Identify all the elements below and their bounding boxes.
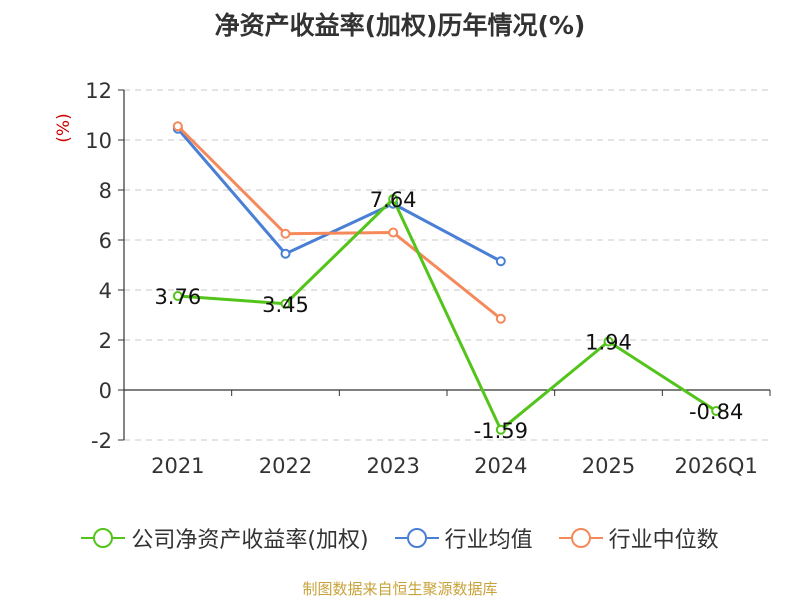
legend-item: 公司净资产收益率(加权) — [81, 522, 369, 554]
data-point — [172, 121, 183, 132]
y-tick-label: 10 — [85, 129, 112, 153]
x-tick-label: 2025 — [582, 454, 635, 478]
x-tick-label: 2026Q1 — [674, 454, 757, 478]
data-label: -0.84 — [689, 400, 743, 424]
series-line — [176, 125, 502, 320]
y-tick-label: 4 — [99, 279, 112, 303]
legend-label: 行业中位数 — [608, 528, 719, 553]
x-tick-label: 2024 — [474, 454, 527, 478]
data-point — [495, 424, 506, 435]
y-axis-label: (%) — [54, 113, 74, 142]
data-point — [388, 194, 399, 204]
source-note: 制图数据来自恒生聚源数据库 — [302, 580, 498, 598]
x-tick-label: 2023 — [366, 454, 419, 478]
legend-item: 行业均值 — [394, 522, 533, 554]
data-point — [495, 313, 506, 324]
data-point — [711, 406, 722, 416]
legend-marker — [93, 528, 114, 548]
data-point — [280, 248, 291, 259]
legend-label: 行业均值 — [444, 528, 533, 553]
legend: 公司净资产收益率(加权) 行业均值 行业中位数 — [0, 518, 800, 558]
series-line — [177, 197, 717, 432]
series-line — [176, 127, 502, 263]
series-lines — [172, 121, 722, 435]
y-tick-label: 12 — [85, 79, 112, 103]
legend-swatch — [81, 528, 126, 548]
data-label: 1.94 — [585, 331, 632, 355]
data-label: 3.45 — [262, 293, 309, 317]
data-point — [388, 227, 399, 238]
legend-marker — [570, 528, 591, 548]
data-label: -1.59 — [474, 419, 528, 443]
legend-swatch — [558, 528, 603, 548]
legend-swatch — [394, 528, 439, 548]
data-point — [495, 256, 506, 267]
y-tick-label: -2 — [91, 429, 112, 453]
data-point — [172, 291, 183, 301]
data-label: 7.64 — [370, 188, 417, 212]
chart-title: 净资产收益率(加权)历年情况(%) — [214, 11, 586, 40]
y-tick-label: 2 — [99, 329, 112, 353]
y-tick-label: 6 — [99, 229, 112, 253]
data-label: 3.76 — [154, 285, 201, 309]
legend-label: 公司净资产收益率(加权) — [131, 528, 369, 553]
y-tick-label: 0 — [99, 379, 112, 403]
data-point — [280, 228, 291, 239]
y-tick-label: 8 — [99, 179, 112, 203]
data-labels: 3.76 3.45 7.64 -1.59 1.94 -0.84 — [154, 188, 743, 443]
data-point — [280, 298, 291, 309]
x-tick-label: 2022 — [259, 454, 312, 478]
data-point — [603, 336, 614, 347]
x-tick-label: 2021 — [151, 454, 204, 478]
axes: -2 0 2 4 6 8 10 12 2021 2022 2023 2024 2025 2026Q1 (%) — [54, 79, 771, 478]
legend-marker — [406, 528, 427, 548]
grid-lines — [124, 89, 770, 441]
legend-item: 行业中位数 — [558, 522, 719, 554]
